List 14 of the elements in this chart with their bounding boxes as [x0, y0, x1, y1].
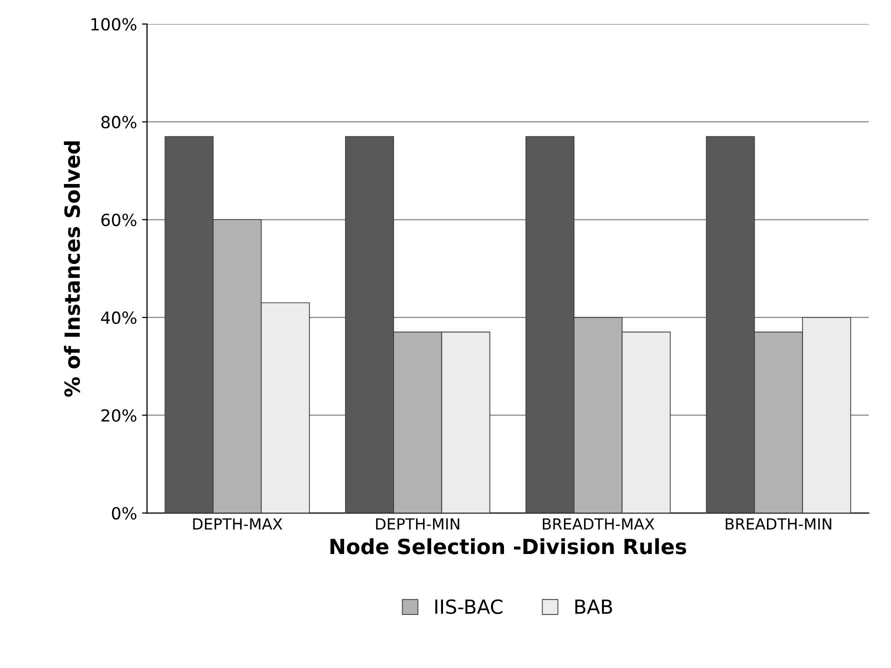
- y-tick-label: 100%: [91, 18, 136, 31]
- y-axis-title: % of Instances Solved: [64, 141, 80, 397]
- y-tick-label: 40%: [101, 311, 136, 324]
- x-tick-label: BREADTH-MIN: [726, 518, 832, 530]
- legend-label: IIS-BAC: [435, 599, 502, 614]
- legend-label: BAB: [575, 600, 612, 614]
- x-tick-label: DEPTH-MAX: [193, 518, 282, 530]
- x-tick-label: BREADTH-MAX: [542, 518, 654, 530]
- y-tick-label: 60%: [101, 214, 136, 226]
- y-tick-label: 80%: [101, 116, 136, 128]
- y-tick-label: 0%: [112, 506, 136, 520]
- x-tick-label: DEPTH-MIN: [376, 518, 460, 530]
- x-axis-title: Node Selection -Division Rules: [330, 538, 686, 554]
- y-tick-label: 20%: [101, 409, 136, 422]
